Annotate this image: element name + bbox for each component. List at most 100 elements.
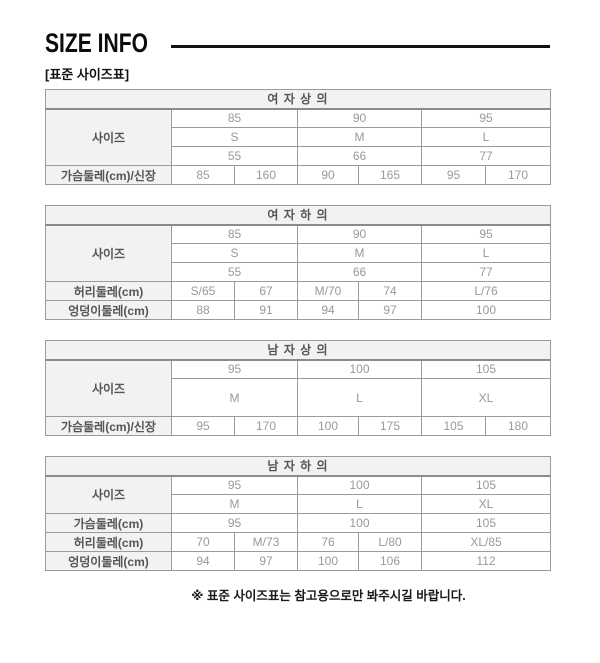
table-row: 사이즈 85 90 95	[45, 224, 551, 282]
size-table-1: 여 자 상 의 사이즈 85 90 95 S M L 55 66 77 가슴둘레(cm)/신장 85 16…	[45, 89, 551, 185]
data-cell: M	[171, 378, 298, 417]
data-cell: 85	[171, 165, 235, 185]
data-cell: S	[171, 127, 298, 147]
data-cell: 90	[297, 108, 422, 128]
header-cell: 사이즈	[45, 359, 172, 417]
data-cell: M/73	[234, 532, 298, 552]
page-title-box: SIZE INFO	[45, 28, 163, 58]
footnote: ※ 표준 사이즈표는 참고용으로만 봐주시길 바랍니다.	[191, 589, 466, 603]
data-cell: 165	[358, 165, 422, 185]
data-cell: 106	[358, 551, 422, 571]
header-cell: 사이즈	[45, 108, 172, 166]
table-row: M L XL	[46, 378, 551, 417]
data-cell: L	[421, 243, 551, 263]
data-cell: 95	[171, 359, 298, 379]
data-cell: 67	[234, 281, 298, 301]
data-cell: 100	[297, 513, 422, 533]
table-row: 허리둘레(cm) S/65 67 M/70 74 L/76	[45, 281, 551, 301]
data-cell: XL	[421, 378, 551, 417]
data-cell: 170	[485, 165, 551, 185]
data-cell: 105	[421, 416, 486, 436]
data-cell: L/76	[421, 281, 551, 301]
table-row: 가슴둘레(cm)/신장 95 170 100 175 105 180	[45, 416, 551, 436]
standard-size-subtitle: [표준 사이즈표]	[45, 67, 130, 82]
data-cell: 95	[421, 165, 486, 185]
table-row: 엉덩이둘레(cm) 94 97 100 106 112	[45, 551, 551, 571]
data-cell: 77	[421, 146, 551, 166]
data-cell: 100	[297, 551, 359, 571]
tables-container: 여 자 상 의 사이즈 85 90 95 S M L 55 66 77 가슴둘레(cm)/신장 85 16…	[45, 89, 551, 571]
data-cell: 100	[297, 359, 422, 379]
data-cell: 95	[421, 108, 551, 128]
data-cell: 66	[297, 262, 422, 282]
size-table-2: 여 자 하 의 사이즈 85 90 95 S M L 55 66 77 허리둘레(cm) S/65 67 M…	[45, 205, 551, 320]
table-row: 사이즈 85 90 95	[45, 108, 551, 166]
data-cell: 100	[297, 416, 359, 436]
data-cell: M	[297, 243, 422, 263]
table-row: 사이즈 95 100 105	[45, 359, 551, 417]
data-cell: L	[297, 378, 422, 417]
data-cell: XL/85	[421, 532, 551, 552]
page-title: SIZE INFO	[45, 28, 148, 58]
data-cell: 95	[171, 475, 298, 495]
data-cell: 95	[171, 416, 235, 436]
data-cell: XL	[421, 494, 551, 514]
data-cell: 66	[297, 146, 422, 166]
data-cell: L	[297, 494, 422, 514]
data-cell: 88	[171, 300, 235, 320]
data-cell: 97	[358, 300, 422, 320]
data-cell: 112	[421, 551, 551, 571]
data-cell: 105	[421, 513, 551, 533]
data-cell: 97	[234, 551, 298, 571]
table-title: 남 자 상 의	[45, 340, 551, 361]
table-row: 55 66 77	[46, 262, 551, 282]
data-cell: 160	[234, 165, 298, 185]
data-cell: 180	[485, 416, 551, 436]
data-cell: 55	[171, 146, 298, 166]
header-cell: 허리둘레(cm)	[45, 281, 172, 301]
table-row: 사이즈 95 100 105	[45, 475, 551, 514]
header-cell: 가슴둘레(cm)	[45, 513, 172, 533]
data-cell: 95	[421, 224, 551, 244]
header-cell: 사이즈	[45, 475, 172, 514]
table-title: 여 자 상 의	[45, 89, 551, 110]
data-cell: 175	[358, 416, 422, 436]
header-cell: 가슴둘레(cm)/신장	[45, 165, 172, 185]
data-cell: 76	[297, 532, 359, 552]
data-cell: L/80	[358, 532, 422, 552]
heading-rule	[171, 44, 550, 48]
data-cell: 70	[171, 532, 235, 552]
table-row: 엉덩이둘레(cm) 88 91 94 97 100	[45, 300, 551, 320]
table-title: 남 자 하 의	[45, 456, 551, 477]
header-cell: 사이즈	[45, 224, 172, 282]
data-cell: 85	[171, 224, 298, 244]
size-table-4: 남 자 하 의 사이즈 95 100 105 M L XL 가슴둘레(cm) 95 100 105 허리…	[45, 456, 551, 571]
data-cell: 94	[297, 300, 359, 320]
data-cell: 170	[234, 416, 298, 436]
data-cell: 55	[171, 262, 298, 282]
table-row: 가슴둘레(cm) 95 100 105	[45, 513, 551, 533]
data-cell: 90	[297, 224, 422, 244]
data-cell: 100	[297, 475, 422, 495]
data-cell: M	[171, 494, 298, 514]
table-title: 여 자 하 의	[45, 205, 551, 226]
data-cell: 74	[358, 281, 422, 301]
data-cell: 95	[171, 513, 298, 533]
data-cell: 91	[234, 300, 298, 320]
header-cell: 엉덩이둘레(cm)	[45, 300, 172, 320]
data-cell: 105	[421, 359, 551, 379]
data-cell: 85	[171, 108, 298, 128]
data-cell: L	[421, 127, 551, 147]
data-cell: S	[171, 243, 298, 263]
size-info-section: SIZE INFO [표준 사이즈표] 여 자 상 의 사이즈 85 90 95 S M L 5…	[45, 28, 551, 604]
data-cell: 100	[421, 300, 551, 320]
header-cell: 가슴둘레(cm)/신장	[45, 416, 172, 436]
data-cell: M	[297, 127, 422, 147]
data-cell: 77	[421, 262, 551, 282]
data-cell: M/70	[297, 281, 359, 301]
header-cell: 허리둘레(cm)	[45, 532, 172, 552]
header-cell: 엉덩이둘레(cm)	[45, 551, 172, 571]
data-cell: 94	[171, 551, 235, 571]
table-row: 가슴둘레(cm)/신장 85 160 90 165 95 170	[45, 165, 551, 185]
